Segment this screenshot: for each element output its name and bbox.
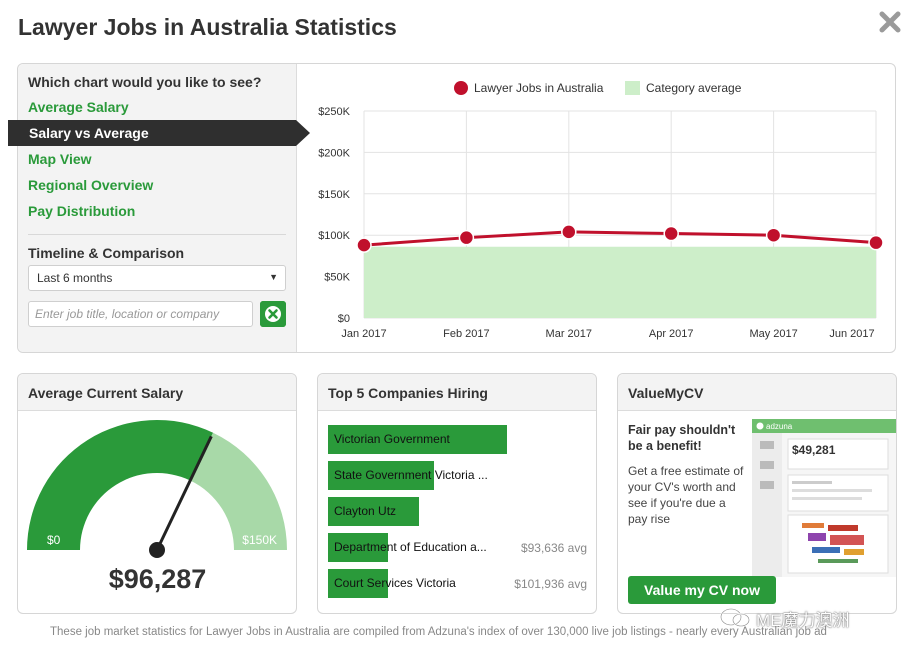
x-tick-label: Feb 2017	[443, 328, 489, 340]
company-row[interactable]: State Government Victoria ...	[328, 461, 587, 490]
data-point	[561, 224, 577, 240]
data-point	[868, 234, 884, 251]
valuemycv-title-line2: be a benefit!	[628, 439, 702, 453]
y-tick-label: $250K	[318, 106, 350, 118]
company-bar	[328, 497, 419, 526]
gauge-max-label: $150K	[242, 533, 277, 547]
valuemycv-title: Fair pay shouldn't be a benefit!	[628, 422, 735, 454]
lawyer-jobs-line	[363, 230, 877, 247]
x-tick-label: Jun 2017	[829, 328, 874, 340]
y-tick-label: $150K	[318, 189, 350, 201]
company-row[interactable]: Department of Education a... $93,636 avg	[328, 533, 587, 562]
company-name: Clayton Utz	[334, 504, 397, 518]
company-avg-salary: $93,636 avg	[520, 541, 587, 555]
close-x-icon[interactable]	[876, 8, 904, 36]
chart-question: Which chart would you like to see?	[28, 74, 262, 90]
company-bar	[328, 461, 435, 490]
timeline-heading: Timeline & Comparison	[28, 245, 185, 261]
top-companies-card: Top 5 Companies Hiring Victorian Governm…	[317, 373, 597, 614]
average-salary-card: Average Current Salary $0 $150K $96,287	[17, 373, 297, 614]
job-search-input[interactable]: Enter job title, location or company	[28, 301, 253, 327]
company-row[interactable]: Clayton Utz	[328, 497, 587, 526]
legend-area-swatch	[625, 81, 640, 95]
sidebar-item-average-salary[interactable]: Average Salary	[28, 99, 129, 115]
sidebar-item-pay-distribution[interactable]: Pay Distribution	[28, 203, 136, 219]
value-my-cv-button[interactable]: Value my CV now	[628, 576, 776, 604]
y-tick-label: $0	[338, 313, 350, 325]
data-point	[458, 229, 475, 246]
data-point	[765, 227, 782, 243]
x-tick-label: Mar 2017	[546, 328, 592, 340]
company-name: State Government Victoria ...	[334, 468, 488, 482]
timeline-select[interactable]: Last 6 months ▼	[28, 265, 286, 291]
sidebar-item-map-view[interactable]: Map View	[28, 151, 92, 167]
valuemycv-text: Get a free estimate of your CV's worth a…	[628, 464, 744, 526]
y-tick-label: $100K	[318, 230, 350, 242]
gauge-needle	[155, 435, 213, 551]
sidebar-item-regional-overview[interactable]: Regional Overview	[28, 177, 154, 193]
chart-selector-sidebar: Which chart would you like to see? Avera…	[8, 64, 310, 352]
company-name: Victorian Government	[334, 432, 450, 446]
salary-chart: Lawyer Jobs in Australia Category average…	[298, 64, 896, 352]
legend-label: Category average	[646, 81, 742, 95]
company-row[interactable]: Court Services Victoria $101,936 avg	[328, 569, 587, 598]
company-bar	[328, 533, 388, 562]
y-tick-label: $200K	[318, 147, 350, 159]
category-average-area	[364, 246, 876, 318]
gauge-filled-arc	[27, 420, 214, 550]
y-tick-label: $50K	[324, 272, 350, 284]
company-name: Department of Education a...	[334, 540, 487, 554]
x-tick-label: Jan 2017	[341, 328, 386, 340]
top-companies-heading: Top 5 Companies Hiring	[318, 374, 596, 411]
chart-panel: Which chart would you like to see? Avera…	[8, 63, 896, 353]
company-bar	[328, 425, 507, 454]
valuemycv-card: ValueMyCV Fair pay shouldn't be a benefi…	[617, 373, 897, 614]
company-row[interactable]: Victorian Government	[328, 425, 587, 454]
legend-line-marker	[454, 81, 468, 95]
page-title: Lawyer Jobs in Australia Statistics	[18, 14, 397, 40]
divider	[28, 234, 286, 235]
chevron-down-icon: ▼	[269, 272, 278, 282]
clear-search-icon[interactable]	[260, 301, 286, 327]
average-salary-heading: Average Current Salary	[18, 374, 296, 411]
sidebar-item-active-bg	[8, 120, 310, 146]
valuemycv-preview-image: adzuna $49,281	[752, 419, 896, 577]
valuemycv-title-line1: Fair pay shouldn't	[628, 423, 736, 437]
salary-gauge: $0 $150K	[27, 420, 287, 558]
salary-line-chart: Lawyer Jobs in Australia Category average…	[318, 81, 884, 340]
thumb-brand: adzuna	[766, 422, 793, 431]
company-avg-salary: $101,936 avg	[514, 577, 587, 591]
company-name: Court Services Victoria	[334, 576, 456, 590]
gauge-min-label: $0	[47, 533, 61, 547]
gauge-remaining-arc	[190, 432, 287, 550]
average-salary-value: $96,287	[108, 564, 207, 594]
footer-note: These job market statistics for Lawyer J…	[50, 626, 827, 638]
sidebar-item-salary-vs-average[interactable]: Salary vs Average	[29, 125, 149, 141]
x-tick-label: May 2017	[749, 328, 797, 340]
thumb-amount: $49,281	[792, 443, 836, 457]
data-point	[356, 237, 372, 253]
x-tick-label: Apr 2017	[649, 328, 694, 340]
valuemycv-heading: ValueMyCV	[618, 374, 896, 411]
data-point	[663, 225, 679, 242]
timeline-select-value: Last 6 months	[37, 271, 113, 285]
company-bar	[328, 569, 388, 598]
wechat-icon	[720, 608, 750, 627]
legend-label: Lawyer Jobs in Australia	[474, 81, 604, 95]
gauge-needle-hub	[149, 542, 165, 558]
watermark-text: ME魔力澳洲	[756, 611, 850, 630]
